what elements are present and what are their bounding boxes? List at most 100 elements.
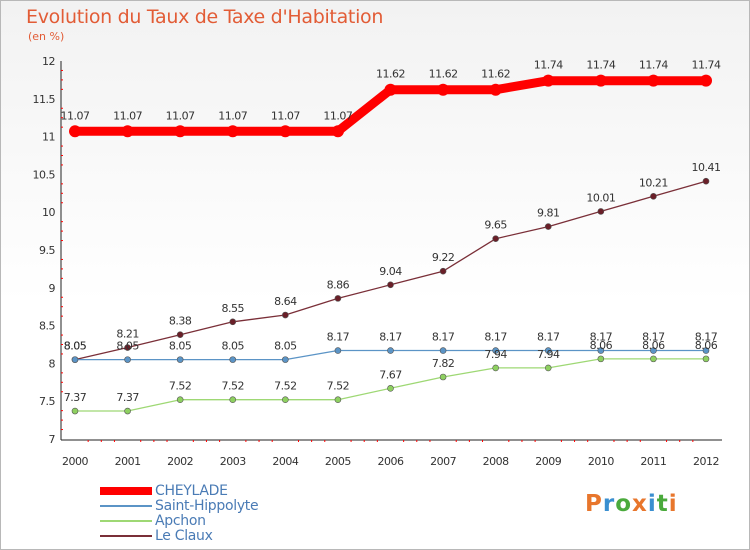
- legend-label-saint-hippolyte: Saint-Hippolyte: [155, 498, 259, 514]
- data-point-saint-hippolyte: [544, 347, 552, 354]
- data-label-apchon: 7.52: [327, 380, 350, 393]
- data-point-saint-hippolyte: [597, 347, 605, 354]
- x-tick-label: 2000: [62, 455, 88, 468]
- logo-letter: x: [632, 491, 648, 517]
- data-label-cheylade: 11.74: [692, 59, 721, 72]
- legend-swatch-le-claux: [100, 535, 152, 537]
- data-point-apchon: [439, 373, 447, 381]
- data-point-le-claux: [702, 177, 710, 185]
- data-label-apchon: 7.52: [274, 380, 297, 393]
- data-label-apchon: 7.37: [64, 391, 87, 404]
- data-label-saint-hippolyte: 8.17: [695, 331, 718, 344]
- data-label-cheylade: 11.74: [639, 59, 668, 72]
- data-point-apchon: [71, 407, 79, 415]
- y-tick-label: 8.5: [39, 320, 55, 333]
- data-label-apchon: 7.52: [169, 380, 192, 393]
- data-label-le-claux: 9.65: [484, 219, 507, 232]
- data-point-le-claux: [544, 223, 552, 230]
- legend-swatch-cheylade: [100, 487, 152, 495]
- data-point-cheylade: [279, 125, 292, 138]
- data-point-cheylade: [384, 83, 397, 96]
- data-point-saint-hippolyte: [124, 356, 131, 363]
- x-tick-label: 2002: [167, 455, 193, 468]
- data-point-saint-hippolyte: [71, 356, 79, 363]
- legend-label-apchon: Apchon: [155, 513, 206, 529]
- y-tick-label: 7.5: [39, 395, 55, 408]
- data-label-cheylade: 11.07: [218, 109, 247, 122]
- chart-title: Evolution du Taux de Taxe d'Habitation: [26, 6, 384, 28]
- y-tick-label: 11: [42, 131, 55, 144]
- x-tick-label: 2010: [588, 455, 614, 468]
- data-label-cheylade: 11.07: [271, 109, 300, 122]
- data-label-cheylade: 11.62: [376, 68, 405, 81]
- data-point-apchon: [176, 396, 184, 403]
- data-label-le-claux: 10.41: [692, 161, 721, 174]
- data-label-saint-hippolyte: 8.17: [537, 331, 560, 344]
- data-label-le-claux: 9.04: [379, 265, 402, 278]
- data-point-apchon: [124, 407, 131, 415]
- data-point-saint-hippolyte: [229, 356, 237, 363]
- data-point-saint-hippolyte: [334, 347, 342, 354]
- data-point-apchon: [229, 396, 237, 403]
- legend-label-cheylade: CHEYLADE: [155, 483, 228, 499]
- data-label-apchon: 7.67: [379, 368, 402, 381]
- data-label-cheylade: 11.07: [323, 109, 352, 122]
- data-point-apchon: [650, 355, 657, 363]
- data-point-le-claux: [387, 281, 394, 289]
- data-label-saint-hippolyte: 8.05: [64, 340, 87, 353]
- data-point-cheylade: [174, 125, 187, 138]
- chart-subtitle: (en %): [28, 30, 65, 43]
- legend-label-le-claux: Le Claux: [155, 528, 213, 544]
- data-label-saint-hippolyte: 8.17: [327, 331, 350, 344]
- logo-letter: P: [585, 491, 603, 517]
- x-tick-label: 2004: [272, 455, 298, 468]
- x-tick-label: 2008: [483, 455, 509, 468]
- data-label-le-claux: 8.38: [169, 315, 192, 328]
- data-point-apchon: [597, 355, 605, 363]
- data-label-apchon: 8.06: [590, 339, 613, 352]
- data-label-saint-hippolyte: 8.17: [642, 331, 665, 344]
- y-tick-label: 8: [49, 357, 56, 370]
- proxiti-logo: Proxiti: [585, 491, 678, 517]
- data-label-apchon: 8.06: [642, 339, 665, 352]
- y-tick-label: 12: [42, 55, 55, 68]
- logo-letter: i: [647, 491, 657, 517]
- data-label-le-claux: 8.21: [116, 328, 139, 341]
- data-point-cheylade: [437, 83, 450, 96]
- data-point-le-claux: [176, 331, 184, 338]
- data-point-apchon: [702, 355, 710, 363]
- data-point-cheylade: [331, 125, 344, 138]
- data-point-saint-hippolyte: [702, 347, 710, 354]
- legend-swatch-saint-hippolyte: [100, 505, 152, 507]
- x-tick-label: 2003: [220, 455, 246, 468]
- data-label-apchon: 7.94: [484, 348, 507, 361]
- data-label-le-claux: 9.22: [432, 251, 455, 264]
- data-point-cheylade: [489, 83, 502, 96]
- data-label-cheylade: 11.07: [113, 109, 142, 122]
- data-label-le-claux: 9.81: [537, 207, 560, 220]
- data-label-cheylade: 11.07: [166, 109, 195, 122]
- data-label-saint-hippolyte: 8.17: [379, 331, 402, 344]
- data-point-le-claux: [492, 235, 499, 242]
- data-label-cheylade: 11.74: [534, 59, 563, 72]
- data-label-saint-hippolyte: 8.17: [484, 331, 507, 344]
- y-tick-label: 10.5: [33, 168, 56, 181]
- data-point-cheylade: [226, 125, 239, 138]
- y-tick-label: 9: [49, 282, 56, 295]
- data-label-saint-hippolyte: 8.05: [274, 340, 297, 353]
- x-tick-label: 2007: [430, 455, 456, 468]
- data-point-cheylade: [121, 125, 134, 138]
- y-tick-label: 7: [49, 433, 56, 446]
- data-point-cheylade: [69, 125, 81, 138]
- data-label-apchon: 7.94: [537, 348, 560, 361]
- data-point-saint-hippolyte: [439, 347, 447, 354]
- data-point-saint-hippolyte: [282, 356, 289, 363]
- x-tick-label: 2012: [693, 455, 719, 468]
- legend-swatch-apchon: [100, 520, 152, 522]
- data-point-apchon: [544, 364, 552, 372]
- data-label-cheylade: 11.62: [481, 68, 510, 81]
- data-label-apchon: 8.06: [695, 339, 718, 352]
- data-point-saint-hippolyte: [650, 347, 657, 354]
